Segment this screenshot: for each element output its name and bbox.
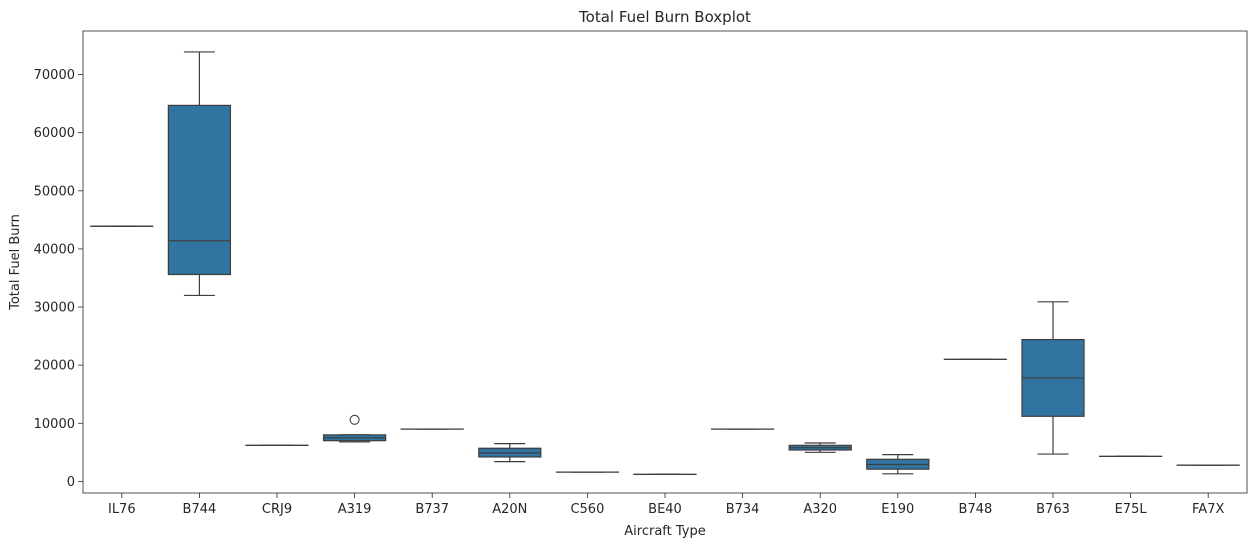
x-tick-label: B737 (415, 502, 449, 517)
y-tick-label: 40000 (34, 242, 75, 257)
box-a319 (322, 414, 387, 443)
x-tick-label: B748 (959, 502, 993, 517)
x-tick-label: E75L (1115, 502, 1148, 517)
chart-title: Total Fuel Burn Boxplot (578, 8, 751, 26)
x-tick-label: B744 (183, 502, 217, 517)
y-tick-label: 50000 (34, 184, 75, 199)
y-tick-label: 60000 (34, 126, 75, 141)
x-tick-label: BE40 (648, 502, 682, 517)
plot-frame (82, 30, 1248, 494)
y-tick-label: 20000 (34, 359, 75, 374)
y-tick-label: 0 (67, 475, 75, 490)
box-a320 (788, 442, 852, 453)
x-tick-label: B763 (1036, 502, 1070, 517)
x-tick-label: C560 (570, 502, 604, 517)
x-tick-label: B734 (726, 502, 760, 517)
x-tick-label: A320 (803, 502, 837, 517)
x-tick-label: FA7X (1192, 502, 1224, 517)
y-tick-label: 70000 (34, 68, 75, 83)
x-axis-label: Aircraft Type (624, 524, 705, 539)
box-e190 (866, 454, 930, 475)
box-body (167, 104, 232, 276)
y-tick-label: 30000 (34, 301, 75, 316)
x-axis: IL76 B744 CRJ9 A319 B737 A20N C560 BE40 B734 A320… (108, 493, 1224, 517)
x-tick-label: A20N (492, 502, 527, 517)
y-axis-label: Total Fuel Burn (8, 214, 23, 311)
box-a20n (478, 443, 542, 463)
outlier-point (349, 414, 360, 425)
plot-area (90, 51, 1240, 476)
x-tick-label: CRJ9 (262, 502, 292, 517)
x-tick-label: E190 (881, 502, 914, 517)
y-axis: 0 10000 20000 30000 40000 50000 60000 70000 (34, 68, 83, 490)
y-tick-label: 10000 (34, 417, 75, 432)
x-tick-label: A319 (338, 502, 372, 517)
box-b744 (167, 51, 232, 297)
box-b763 (1021, 301, 1085, 455)
x-tick-label: IL76 (108, 502, 136, 517)
